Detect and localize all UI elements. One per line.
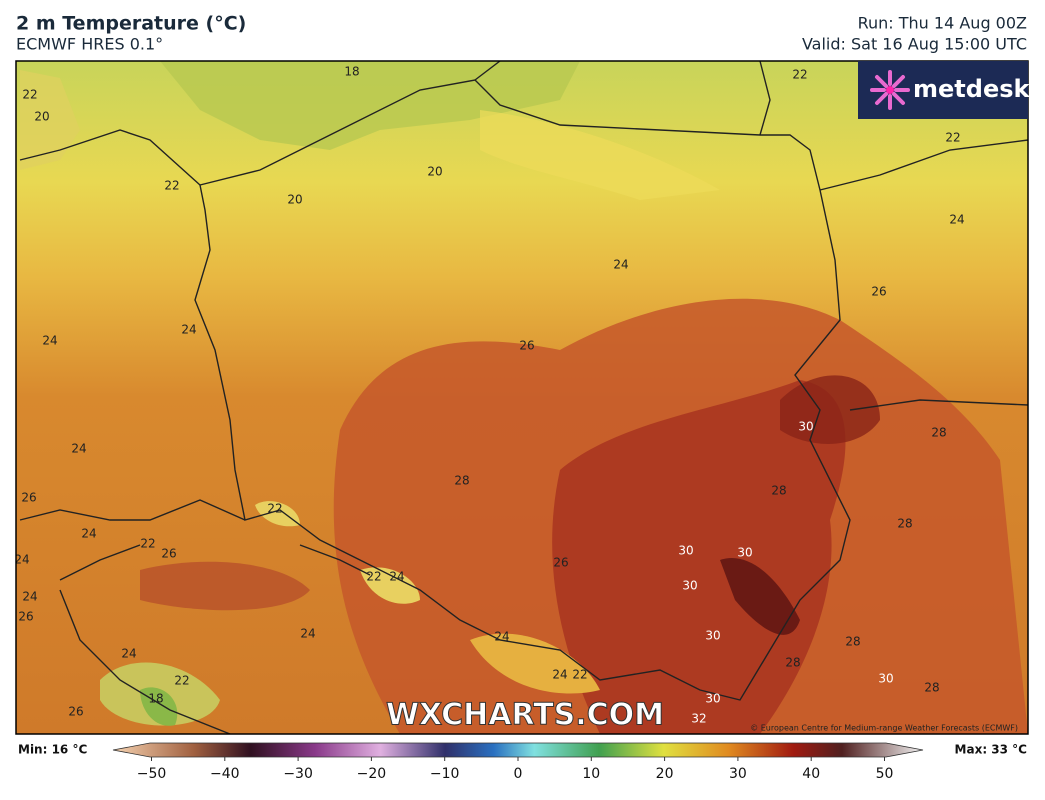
run: Run: Thu 14 Aug 00Z xyxy=(858,14,1027,33)
colorbar-tick-label: −30 xyxy=(283,766,313,782)
contour-label: 24 xyxy=(14,553,29,567)
contour-label: 26 xyxy=(18,610,33,624)
coast-mild xyxy=(20,70,80,170)
contour-labels: 18 22 22 20 22 22 20 20 24 24 26 24 24 26 30 28 24 28 28 26… xyxy=(14,65,965,726)
contour-label: 24 xyxy=(121,647,136,661)
contour-label: 30 xyxy=(878,672,893,686)
contour-label: 24 xyxy=(552,668,567,682)
contour-label: 24 xyxy=(613,258,628,272)
contour-label: 28 xyxy=(454,474,469,488)
logo-text: metdesk xyxy=(913,75,1031,103)
contour-label: 20 xyxy=(34,110,49,124)
contour-label: 24 xyxy=(71,442,86,456)
mountain-cool xyxy=(360,567,420,604)
map: 18 22 22 20 22 22 20 20 24 24 26 24 24 26 30 28 24 28 28 26… xyxy=(14,61,1028,734)
borders xyxy=(19,61,1028,734)
colorbar-tick-label: −40 xyxy=(210,766,240,782)
colorbar xyxy=(112,742,924,758)
logo-icon xyxy=(870,70,910,110)
contour-label: 22 xyxy=(267,502,282,516)
contour-label: 22 xyxy=(140,537,155,551)
colorbar-ticks: −50 −40 −30 −20 −10 0 10 20 30 40 50 xyxy=(137,757,894,782)
colorbar-tick-label: 40 xyxy=(802,766,820,782)
contour-label: 26 xyxy=(871,285,886,299)
warm-basin xyxy=(140,561,310,611)
contour-label: 28 xyxy=(771,484,786,498)
contour-label: 26 xyxy=(161,547,176,561)
colorbar-tick-label: 20 xyxy=(656,766,674,782)
contour-label: 28 xyxy=(931,426,946,440)
contour-label: 18 xyxy=(344,65,359,79)
contour-label: 20 xyxy=(427,165,442,179)
hot-area-east xyxy=(780,375,880,444)
contour-label: 26 xyxy=(21,491,36,505)
contour-label: 22 xyxy=(572,668,587,682)
contour-label: 30 xyxy=(737,546,752,560)
contour-label: 18 xyxy=(148,692,163,706)
contour-label: 24 xyxy=(181,323,196,337)
contour-label: 26 xyxy=(553,556,568,570)
valid: Valid: Sat 16 Aug 15:00 UTC xyxy=(802,35,1027,54)
model: ECMWF HRES 0.1° xyxy=(16,35,163,54)
max-label: Max: 33 °C xyxy=(955,743,1028,757)
contour-label: 28 xyxy=(845,635,860,649)
colorbar-tick-label: 10 xyxy=(582,766,600,782)
colorbar-tick-label: 30 xyxy=(729,766,747,782)
contour-label: 20 xyxy=(287,193,302,207)
contour-label: 26 xyxy=(519,339,534,353)
contour-label: 22 xyxy=(22,88,37,102)
colorbar-tick-label: 0 xyxy=(514,766,523,782)
contour-label: 32 xyxy=(691,712,706,726)
contour-label: 24 xyxy=(81,527,96,541)
contour-label: 30 xyxy=(682,579,697,593)
cool-area xyxy=(160,61,580,150)
map-frame xyxy=(15,60,1029,735)
contour-label: 22 xyxy=(174,674,189,688)
title: 2 m Temperature (°C) xyxy=(16,13,246,35)
contour-label: 24 xyxy=(389,570,404,584)
watermark: WXCHARTS.COM xyxy=(386,698,664,733)
contour-label: 24 xyxy=(494,630,509,644)
contour-label: 24 xyxy=(949,213,964,227)
mountain-cool xyxy=(470,633,600,694)
hottest-area xyxy=(720,558,800,635)
contour-label: 22 xyxy=(792,68,807,82)
contour-label: 28 xyxy=(897,517,912,531)
credit: © European Centre for Medium-range Weath… xyxy=(750,724,1018,733)
colorbar-tick-label: −10 xyxy=(430,766,460,782)
colorbar-tick-label: −20 xyxy=(357,766,387,782)
contour-label: 28 xyxy=(785,656,800,670)
contour-label: 30 xyxy=(798,420,813,434)
contour-label: 22 xyxy=(366,570,381,584)
contour-label: 22 xyxy=(945,131,960,145)
contour-label: 28 xyxy=(924,681,939,695)
contour-label: 24 xyxy=(42,334,57,348)
colorbar-tick-label: −50 xyxy=(137,766,167,782)
mild-area xyxy=(480,110,720,200)
contour-label: 24 xyxy=(300,627,315,641)
contour-label: 30 xyxy=(705,629,720,643)
mountain-cool xyxy=(255,501,300,527)
contour-label: 30 xyxy=(678,544,693,558)
contour-label: 26 xyxy=(68,705,83,719)
colorbar-tick-label: 50 xyxy=(876,766,894,782)
min-label: Min: 16 °C xyxy=(18,743,87,757)
contour-label: 24 xyxy=(22,590,37,604)
contour-label: 30 xyxy=(705,692,720,706)
contour-label: 22 xyxy=(164,179,179,193)
